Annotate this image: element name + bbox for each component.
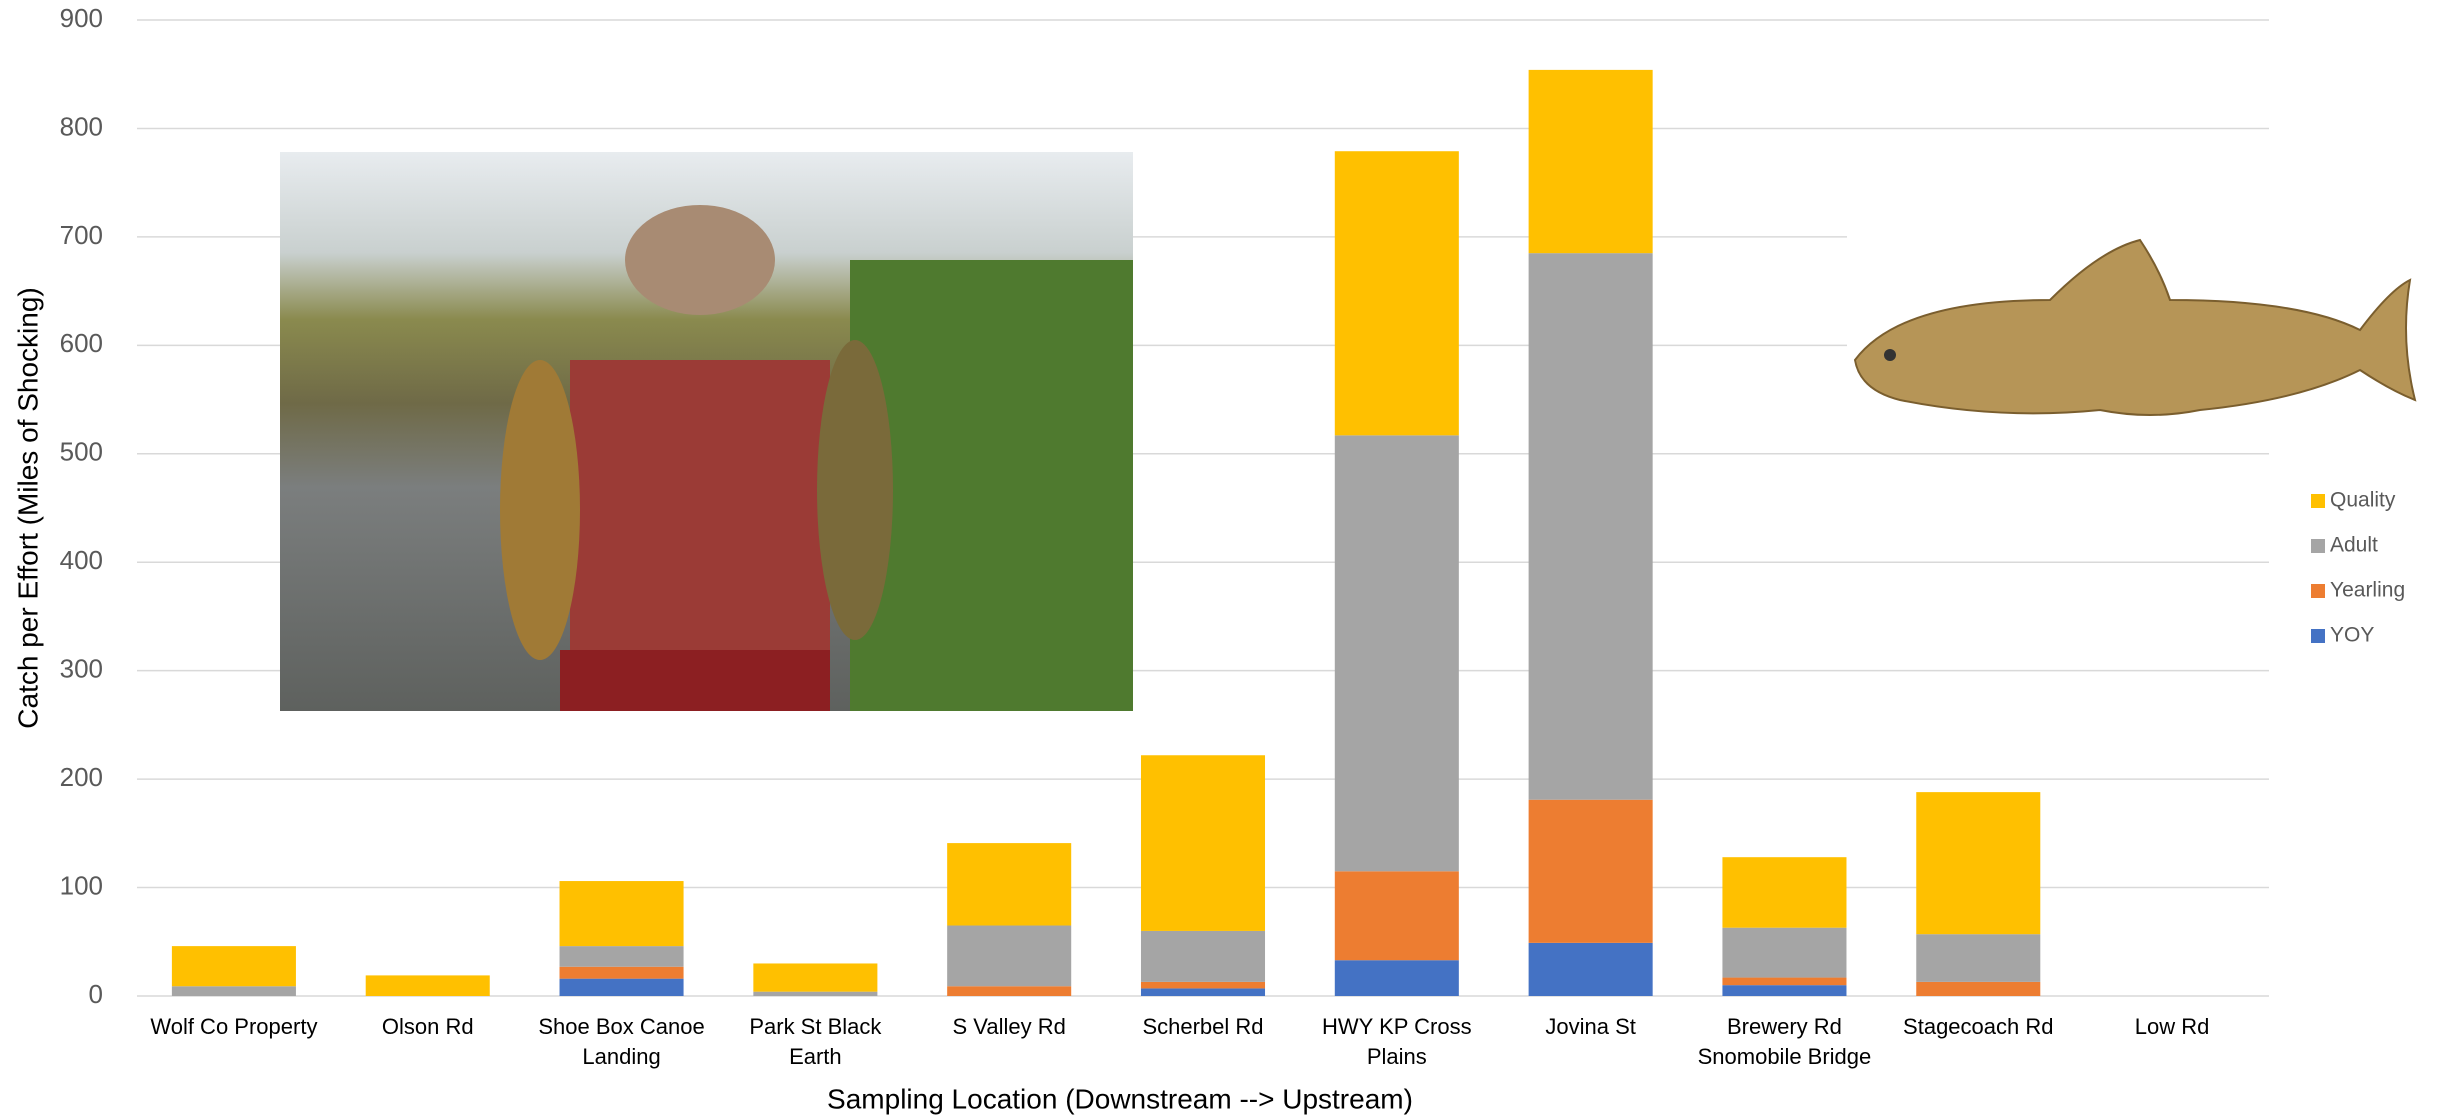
bar-segment <box>1334 435 1459 872</box>
y-tick-label: 0 <box>89 979 103 1009</box>
bar-segment <box>1140 930 1266 982</box>
bar-segment <box>1916 792 2041 935</box>
bar-segment <box>753 963 878 992</box>
bar-segment <box>1722 985 1847 996</box>
x-tick-label: Low Rd <box>2134 1014 2210 1039</box>
bar-segment <box>559 881 684 947</box>
y-tick-label: 600 <box>60 328 103 358</box>
y-tick-label: 900 <box>60 3 103 33</box>
bar-segment <box>559 946 684 967</box>
x-tick-label: Wolf Co Property <box>150 1014 318 1039</box>
x-tick-label: Jovina St <box>1545 1014 1636 1039</box>
legend-label: YOY <box>2330 624 2374 647</box>
x-tick-label: Brewery Rd Snomobile Bridge <box>1697 1014 1872 1069</box>
bar-segment <box>171 986 296 996</box>
bar-segment <box>1140 988 1266 996</box>
bar-segment <box>1140 755 1266 931</box>
x-tick-label: Park St Black Earth <box>749 1014 882 1069</box>
legend-swatch <box>2311 584 2325 598</box>
bar-segment <box>947 925 1072 987</box>
bar-segment <box>559 978 684 996</box>
x-tick-label: HWY KP Cross Plains <box>1322 1014 1472 1069</box>
y-tick-label: 200 <box>60 762 103 792</box>
x-tick-label: Scherbel Rd <box>1142 1014 1264 1039</box>
x-tick-label: Stagecoach Rd <box>1903 1014 2054 1039</box>
bar-segment <box>1916 981 2041 996</box>
bar-segment <box>171 946 296 987</box>
photo <box>280 152 1133 711</box>
bar-segment <box>1334 871 1459 961</box>
bar-segment <box>947 986 1072 996</box>
y-tick-label: 800 <box>60 111 103 141</box>
y-tick-label: 500 <box>60 437 103 467</box>
y-tick-label: 100 <box>60 870 103 900</box>
bar-segment <box>1722 927 1847 978</box>
bar-segment <box>947 843 1072 926</box>
bar-segment <box>1528 942 1653 996</box>
bar-segment <box>1722 857 1847 928</box>
y-tick-label: 700 <box>60 220 103 250</box>
x-tick-label: Shoe Box Canoe Landing <box>538 1014 705 1069</box>
bar-segment <box>1528 69 1653 254</box>
bar-segment <box>753 991 878 996</box>
x-axis-title: Sampling Location (Downstream --> Upstre… <box>827 1083 1413 1114</box>
bar-segment <box>365 975 490 996</box>
legend-swatch <box>2311 494 2325 508</box>
bar-segment <box>1140 981 1266 989</box>
bar-segment <box>1722 977 1847 986</box>
bar-segment <box>1334 151 1459 436</box>
bar-segment <box>1528 799 1653 943</box>
y-axis-title: Catch per Effort (Miles of Shocking) <box>12 287 43 728</box>
bar-segment <box>1334 960 1459 996</box>
fish-illustration <box>1847 233 2420 451</box>
legend-label: Yearling <box>2330 579 2405 602</box>
legend-swatch <box>2311 629 2325 643</box>
x-tick-label: S Valley Rd <box>952 1014 1066 1039</box>
bar-segment <box>559 966 684 979</box>
legend-label: Adult <box>2330 534 2378 557</box>
legend-swatch <box>2311 539 2325 553</box>
bar-segment <box>1528 253 1653 800</box>
x-tick-label: Olson Rd <box>381 1014 474 1039</box>
legend-label: Quality <box>2330 489 2396 512</box>
y-tick-label: 300 <box>60 654 103 684</box>
bar-segment <box>1916 934 2041 982</box>
y-tick-label: 400 <box>60 545 103 575</box>
